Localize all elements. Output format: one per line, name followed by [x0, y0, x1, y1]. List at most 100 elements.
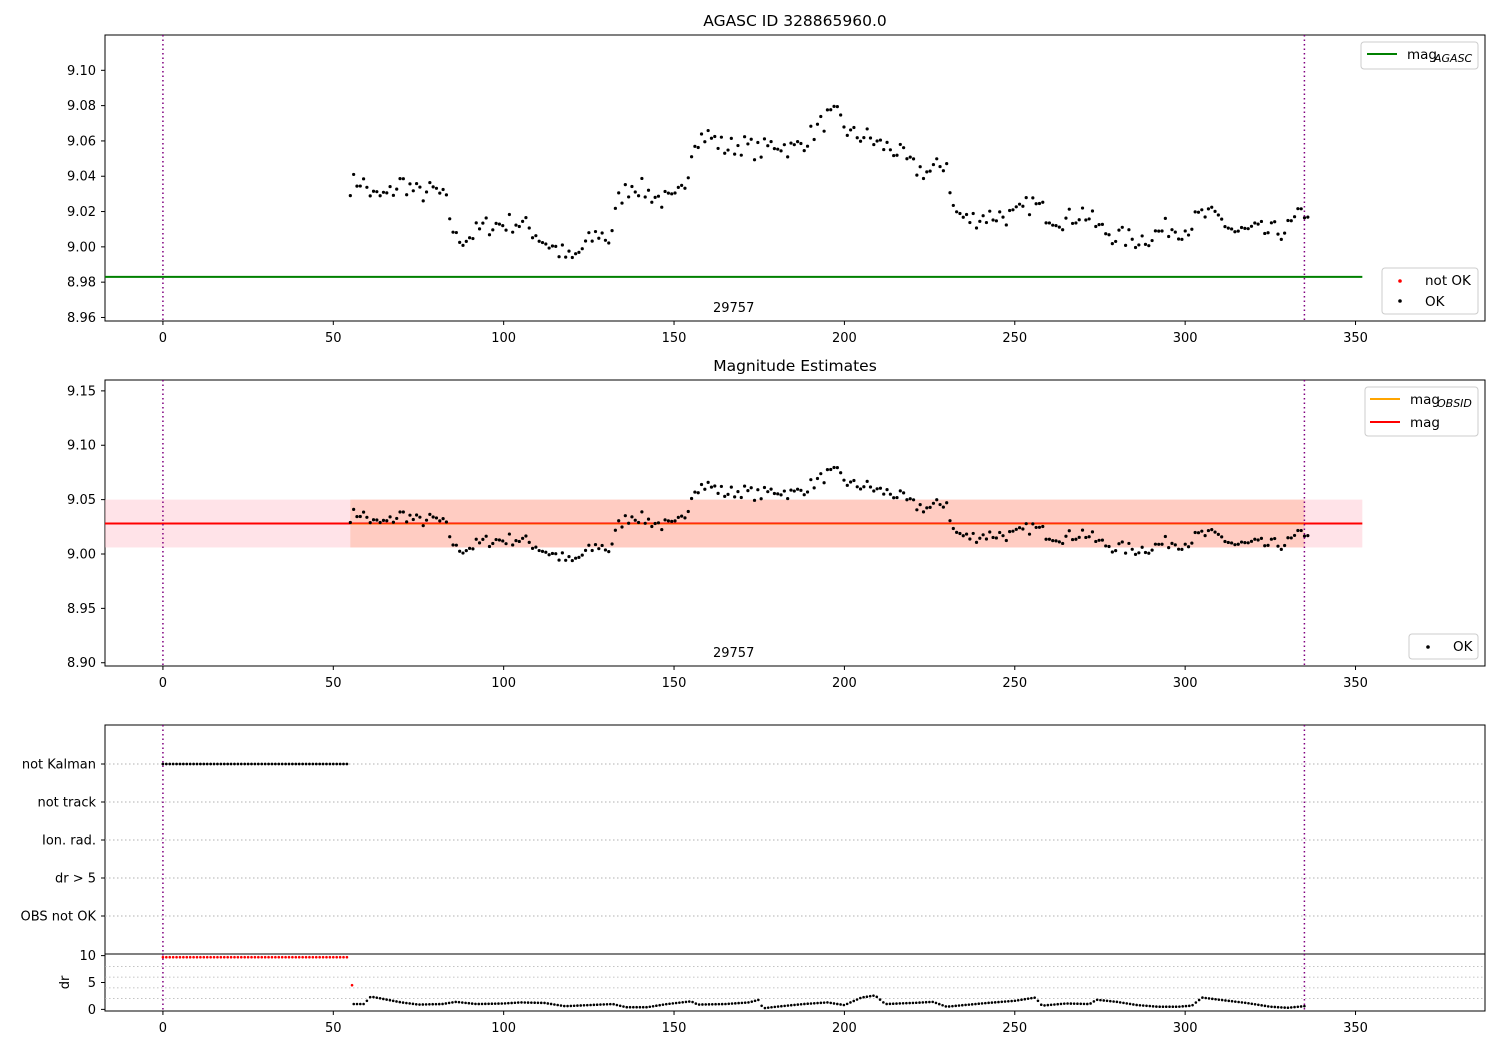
ok-point — [766, 490, 770, 494]
ok-point — [398, 1000, 402, 1004]
ok-point — [428, 512, 432, 516]
ok-point — [574, 556, 578, 560]
ok-point — [1170, 228, 1174, 232]
ok-point — [1027, 532, 1032, 536]
not-ok-point — [243, 955, 247, 959]
ok-point — [441, 187, 445, 192]
ok-point — [1233, 230, 1237, 234]
ok-point — [444, 520, 449, 524]
ok-point — [1080, 528, 1085, 532]
ok-point — [355, 1002, 359, 1006]
ok-point — [471, 236, 475, 241]
ok-point — [467, 1001, 471, 1005]
ok-point — [418, 185, 422, 189]
ok-point — [945, 501, 949, 505]
ok-point — [1117, 228, 1121, 232]
ok-point — [583, 239, 588, 243]
ok-point — [964, 212, 969, 217]
ok-point — [593, 229, 598, 234]
ok-point — [1187, 1004, 1191, 1008]
ok-point — [1177, 237, 1181, 241]
ok-point — [1034, 202, 1038, 206]
ok-point — [603, 238, 608, 242]
ok-point — [382, 997, 385, 1001]
not-ok-point — [219, 955, 223, 959]
ok-point — [618, 1004, 622, 1008]
ok-point — [729, 136, 733, 140]
x-tick-label: 300 — [1173, 1021, 1198, 1036]
ok-point — [1220, 217, 1224, 221]
ok-point — [589, 1003, 592, 1007]
ok-point — [1020, 998, 1023, 1002]
ok-point — [779, 493, 783, 497]
ok-point — [1095, 998, 1099, 1002]
ok-point — [1213, 530, 1217, 534]
ok-point — [1201, 996, 1204, 999]
ok-point — [776, 492, 780, 496]
ok-point — [1178, 1005, 1181, 1008]
ok-point — [507, 212, 511, 217]
ok-point — [898, 142, 902, 147]
ok-point — [1266, 543, 1270, 547]
ok-point — [776, 147, 780, 151]
ok-point — [470, 1002, 474, 1005]
ok-point — [1122, 1001, 1125, 1005]
ok-point — [958, 531, 962, 536]
ok-point — [564, 558, 568, 562]
ok-point — [1289, 536, 1293, 540]
not-ok-point — [216, 955, 219, 959]
ok-point — [726, 148, 730, 152]
ok-point — [365, 999, 369, 1003]
ok-point — [655, 1004, 658, 1008]
ok-point — [1011, 208, 1015, 212]
ok-point — [947, 1005, 951, 1008]
ok-point — [1104, 544, 1108, 548]
ok-point — [368, 521, 372, 525]
ok-point — [607, 550, 611, 554]
y-tick-label: 9.08 — [67, 99, 96, 114]
flag-point — [331, 762, 335, 766]
x-tick-label: 350 — [1343, 331, 1368, 346]
ok-point — [752, 158, 757, 162]
ok-point — [805, 490, 810, 494]
ok-point — [1010, 999, 1013, 1003]
flag-label: Ion. rad. — [42, 834, 96, 849]
ok-point — [1150, 238, 1154, 243]
ok-point — [1306, 534, 1310, 538]
legend-ok-marker — [1398, 299, 1402, 303]
ok-point — [1125, 1002, 1129, 1005]
flag-point — [229, 762, 233, 766]
ok-point — [726, 492, 730, 496]
ok-point — [795, 487, 800, 491]
ok-point — [955, 530, 959, 534]
ok-point — [572, 1004, 576, 1008]
ok-point — [1223, 225, 1227, 229]
ok-point — [928, 169, 932, 173]
not-ok-point — [246, 955, 250, 959]
y-tick-label: 9.10 — [67, 439, 96, 454]
ok-point — [557, 558, 561, 562]
ok-point — [1024, 522, 1028, 526]
ok-point — [1171, 1005, 1175, 1008]
ok-point — [842, 1003, 846, 1007]
ok-point — [937, 1002, 941, 1006]
ok-point — [557, 255, 561, 259]
ok-point — [915, 508, 919, 512]
ok-point — [388, 998, 392, 1002]
y-tick-label: 8.98 — [67, 276, 96, 291]
ok-point — [1070, 221, 1075, 226]
ok-point — [609, 1002, 612, 1006]
ok-point — [693, 490, 697, 494]
ok-point — [1114, 549, 1118, 553]
flag-point — [321, 762, 325, 766]
ok-point — [1130, 547, 1134, 551]
flag-point — [239, 762, 243, 766]
ok-point — [562, 1004, 566, 1008]
ok-point — [480, 1002, 484, 1006]
ok-point — [375, 996, 379, 999]
ok-point — [713, 484, 717, 488]
ok-point — [1196, 531, 1201, 535]
ok-point — [395, 1000, 398, 1003]
ok-point — [809, 124, 813, 128]
ok-point — [921, 176, 926, 181]
